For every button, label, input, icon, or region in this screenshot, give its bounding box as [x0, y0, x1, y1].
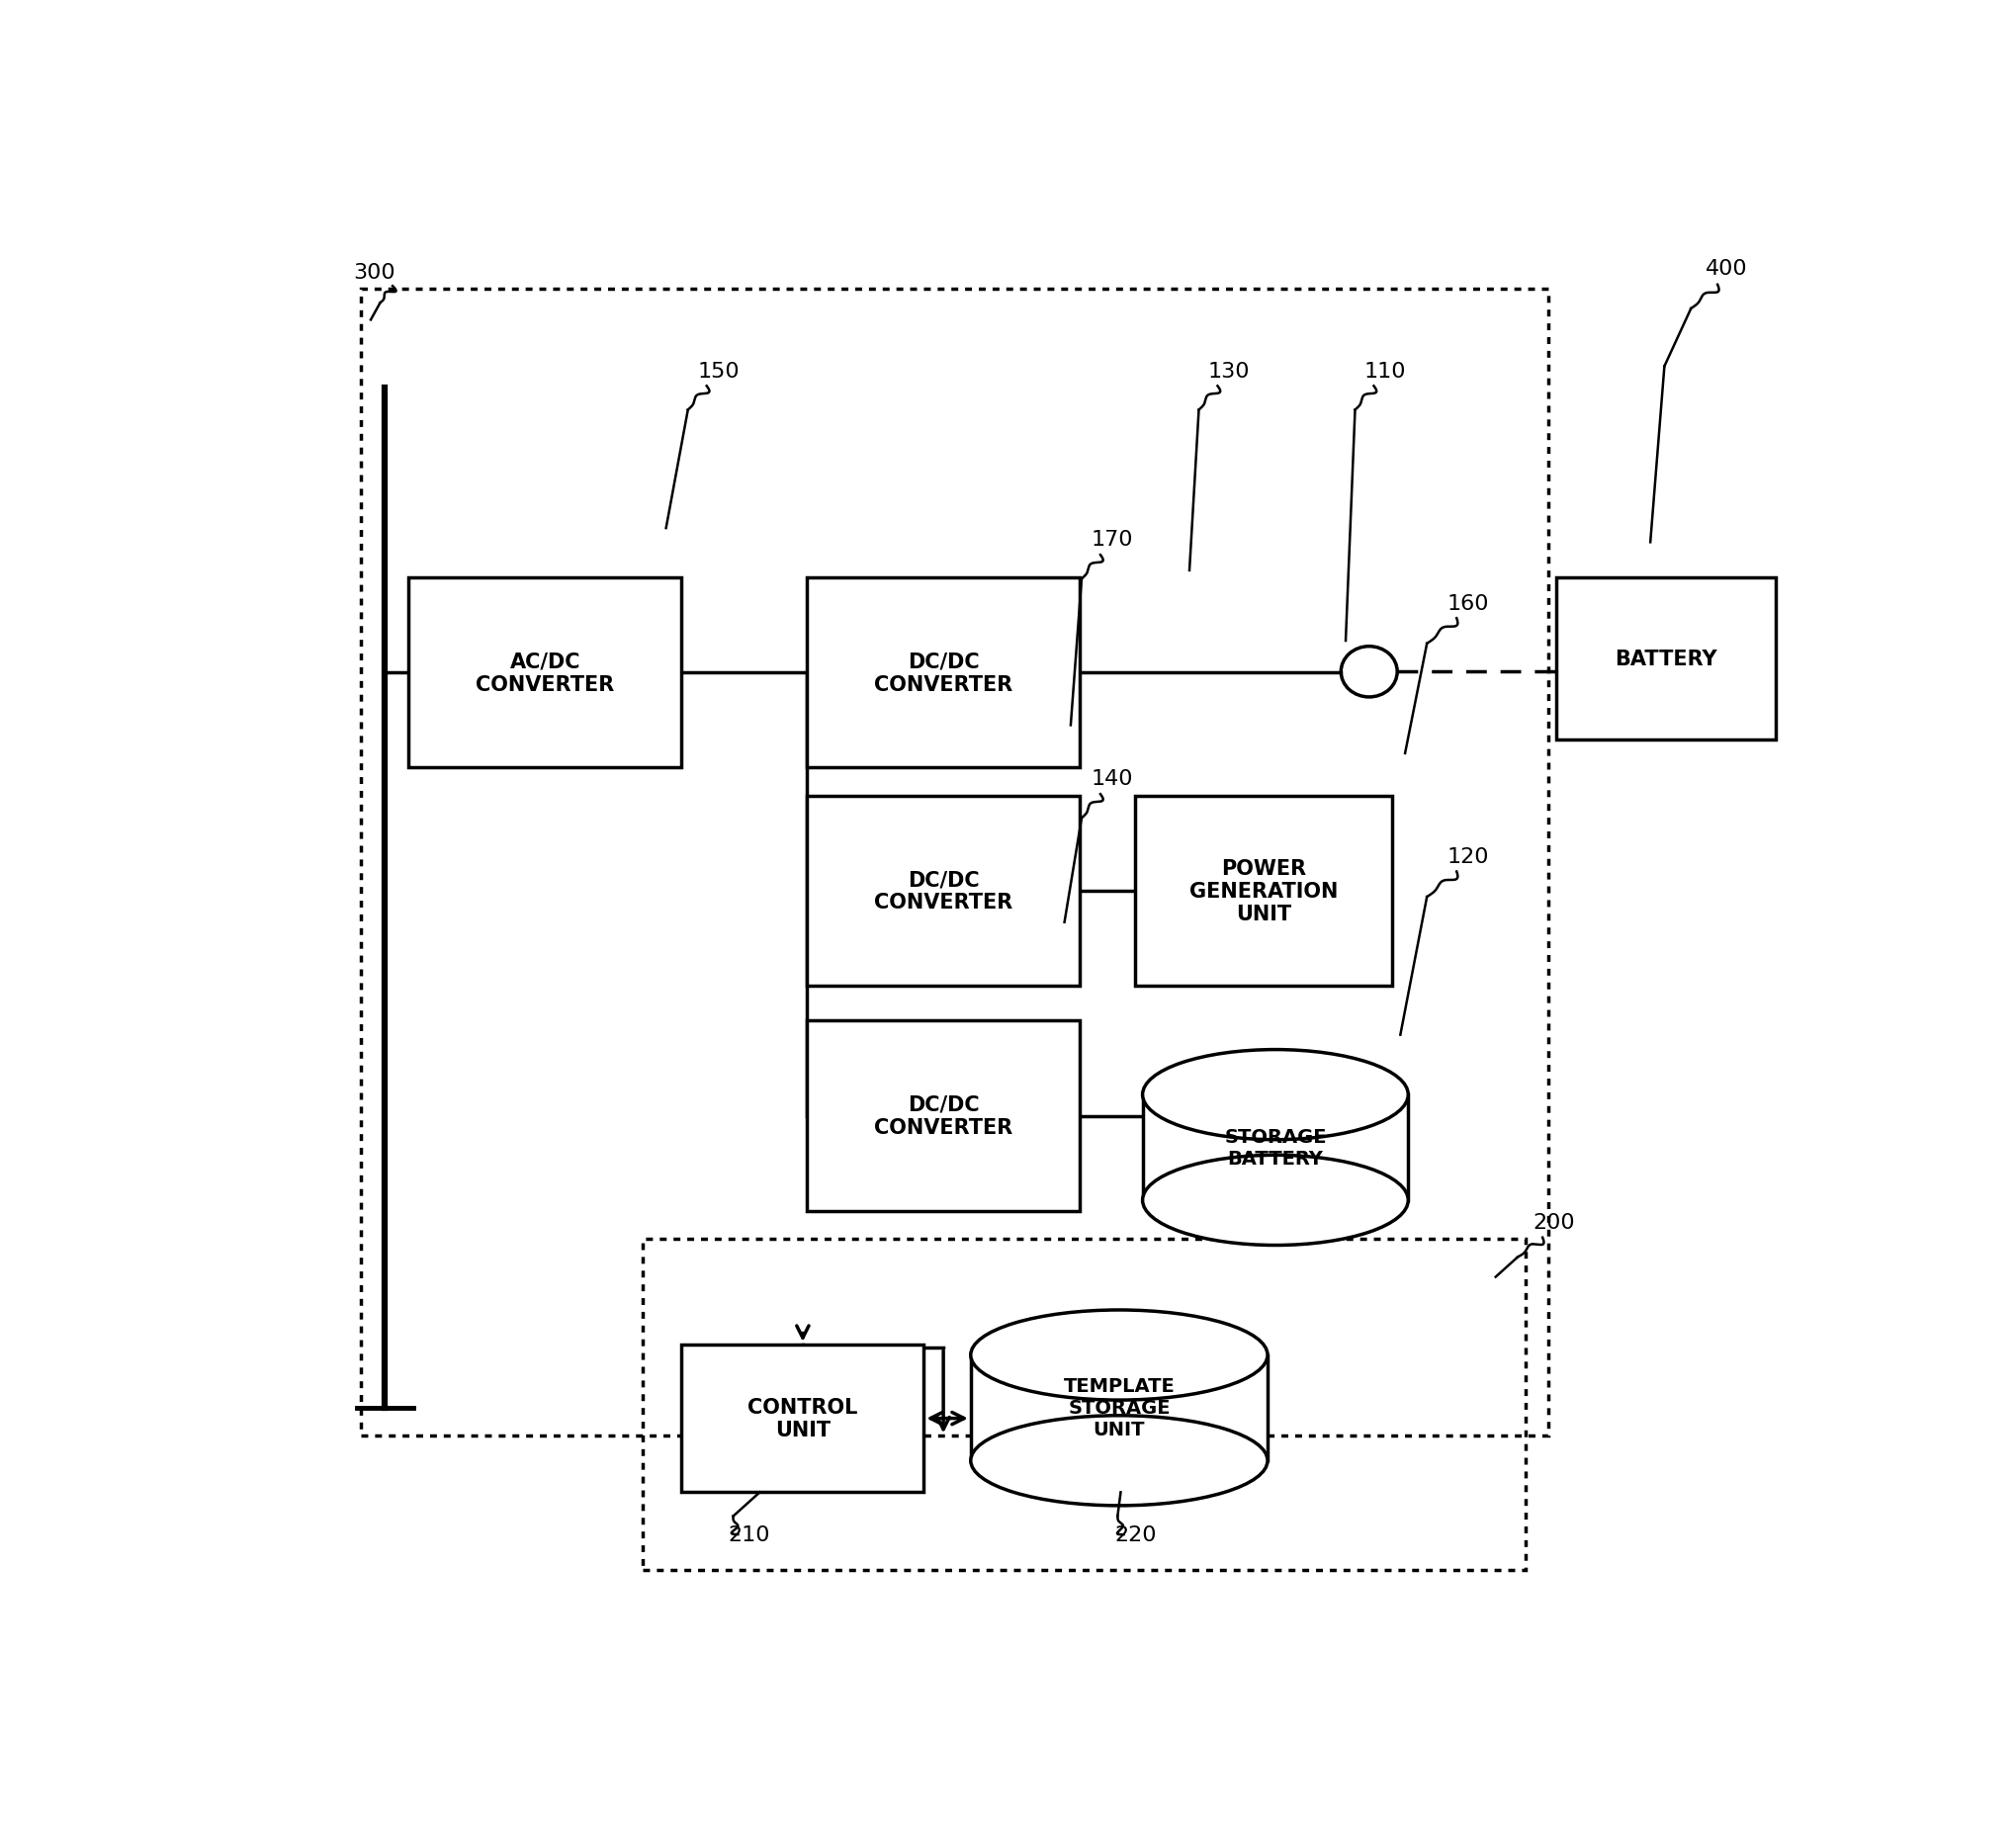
Text: 140: 140 [1091, 769, 1133, 789]
Bar [806, 797, 1081, 987]
Text: CONTROL
UNIT: CONTROL UNIT [748, 1398, 857, 1440]
Text: 200: 200 [1534, 1213, 1574, 1231]
Text: 210: 210 [728, 1526, 770, 1544]
Text: DC/DC
CONVERTER: DC/DC CONVERTER [875, 652, 1012, 694]
Bar [1143, 1094, 1409, 1200]
Text: 120: 120 [1447, 846, 1490, 866]
Bar [1135, 797, 1393, 987]
Ellipse shape [1143, 1051, 1409, 1140]
Bar [806, 1021, 1081, 1211]
Bar [409, 577, 681, 767]
Text: POWER
GENERATION
UNIT: POWER GENERATION UNIT [1189, 859, 1339, 924]
Text: 300: 300 [353, 263, 395, 283]
Text: 110: 110 [1365, 362, 1407, 382]
Text: TEMPLATE
STORAGE
UNIT: TEMPLATE STORAGE UNIT [1062, 1378, 1175, 1440]
Text: 150: 150 [698, 362, 740, 382]
Ellipse shape [1143, 1155, 1409, 1246]
Bar [681, 1345, 923, 1493]
Bar [361, 289, 1548, 1436]
Text: 400: 400 [1706, 259, 1748, 278]
Text: DC/DC
CONVERTER: DC/DC CONVERTER [875, 1094, 1012, 1138]
Bar [643, 1239, 1526, 1569]
Bar [972, 1356, 1268, 1462]
Text: 160: 160 [1447, 594, 1490, 614]
Text: 170: 170 [1091, 530, 1133, 550]
Text: DC/DC
CONVERTER: DC/DC CONVERTER [875, 870, 1012, 912]
Ellipse shape [972, 1416, 1268, 1505]
Ellipse shape [972, 1310, 1268, 1399]
Bar [806, 577, 1081, 767]
Text: BATTERY: BATTERY [1615, 649, 1718, 669]
Bar [1556, 577, 1776, 740]
Text: 220: 220 [1115, 1526, 1157, 1544]
Text: STORAGE
BATTERY: STORAGE BATTERY [1224, 1127, 1327, 1167]
Text: AC/DC
CONVERTER: AC/DC CONVERTER [476, 652, 615, 694]
Text: 130: 130 [1208, 362, 1250, 382]
